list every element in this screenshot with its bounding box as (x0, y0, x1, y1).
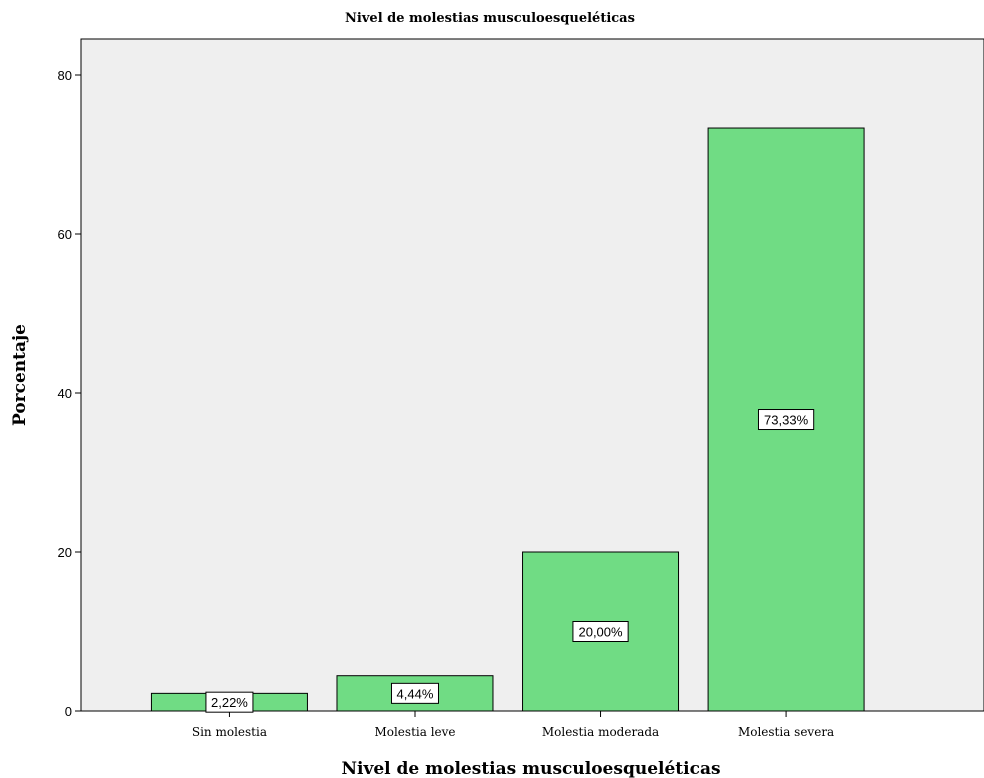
x-tick-label: Molestia leve (374, 725, 455, 739)
x-axis: Sin molestia Molestia leve Molestia modera… (192, 711, 834, 739)
data-label: 2,22% (211, 695, 248, 710)
y-axis-title: Porcentaje (10, 324, 30, 426)
data-label-box (572, 621, 629, 642)
data-labels-group: 2,22% 4,44% 20,00% 73,33% (205, 409, 815, 713)
chart-title: Nivel de molestias musculoesqueléticas (345, 11, 635, 26)
data-label: 4,44% (397, 686, 434, 701)
x-tick-label: Molestia moderada (542, 725, 659, 739)
y-tick-label: 20 (58, 545, 72, 560)
x-axis-title: Nivel de molestias musculoesqueléticas (341, 759, 720, 778)
x-tick-label: Molestia severa (738, 725, 834, 739)
data-label-box (757, 409, 815, 431)
y-tick-label: 60 (58, 227, 72, 242)
data-label-box (390, 682, 439, 704)
y-tick-label: 80 (58, 68, 72, 83)
data-label: 20,00% (578, 625, 623, 640)
y-tick-label: 0 (65, 704, 72, 719)
y-tick-label: 40 (58, 386, 72, 401)
data-label-box (205, 691, 254, 713)
y-axis: 0 20 40 60 80 (58, 68, 81, 719)
x-tick-label: Sin molestia (192, 725, 267, 739)
data-label: 73,33% (764, 413, 809, 428)
